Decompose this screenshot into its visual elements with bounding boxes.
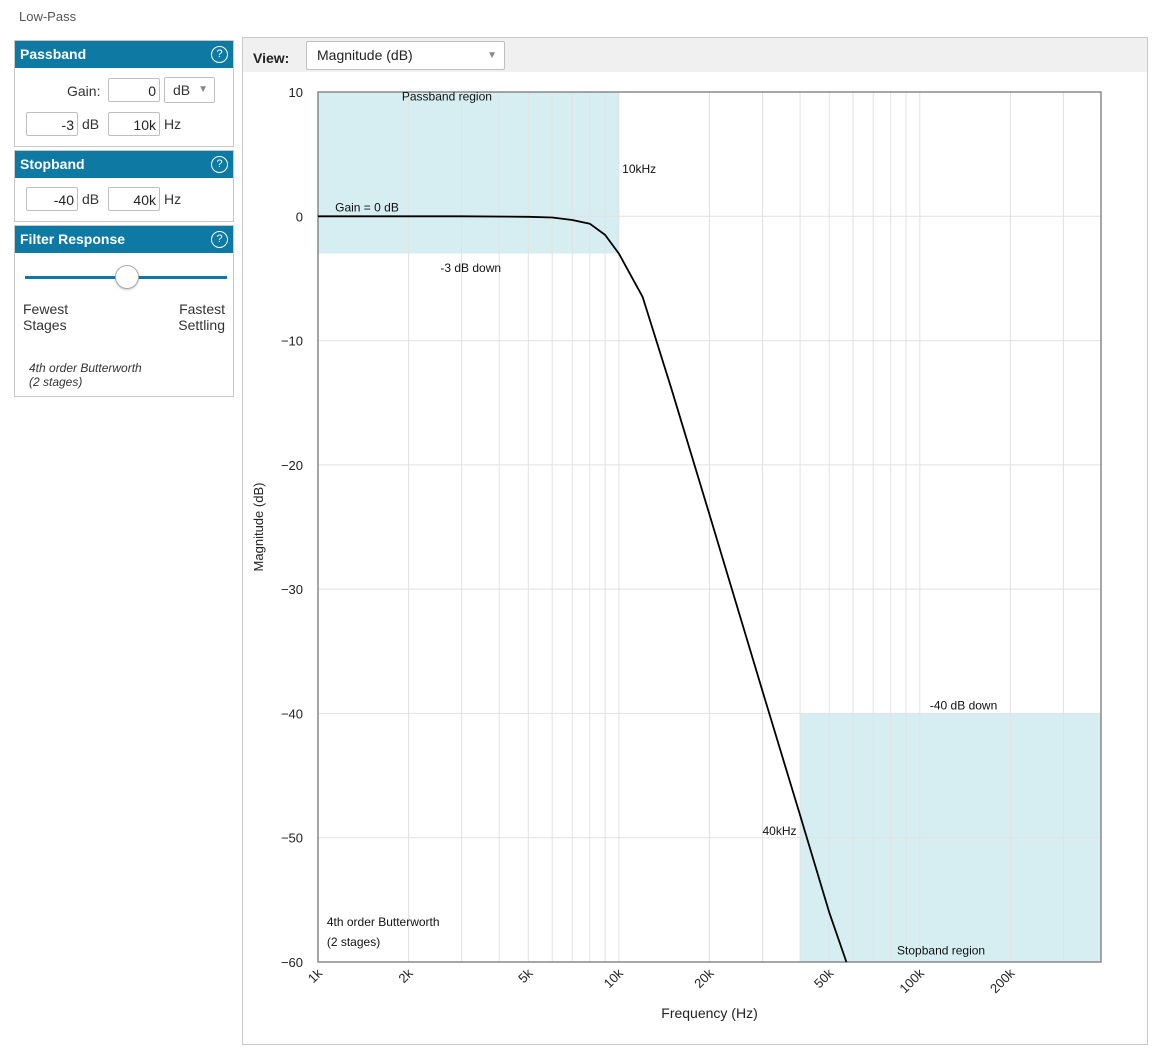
filter-order-text: 4th order Butterworth: [29, 361, 142, 375]
fastest-settling-label: Fastest Settling: [178, 301, 225, 333]
chevron-down-icon: ▼: [198, 84, 208, 95]
chart-annotation: -3 dB down: [440, 261, 501, 275]
y-tick-label: −50: [281, 831, 303, 846]
x-tick-label: 100k: [896, 965, 927, 996]
y-axis-label: Magnitude (dB): [251, 483, 266, 572]
chart-annotation: (2 stages): [327, 935, 380, 949]
filter-response-slider-handle[interactable]: [115, 265, 139, 289]
passband-title: Passband: [20, 46, 87, 62]
passband-header: Passband ?: [15, 41, 233, 68]
chart-annotation: 40kHz: [762, 824, 796, 838]
filter-stages-text: (2 stages): [29, 375, 83, 389]
stopband-title: Stopband: [20, 156, 85, 172]
chart-annotation: Gain = 0 dB: [335, 200, 399, 214]
gain-input[interactable]: 0: [108, 78, 160, 102]
stopband-attenuation-input[interactable]: -40: [26, 187, 78, 211]
y-tick-label: −10: [281, 334, 303, 349]
chart-annotation: Passband region: [402, 90, 492, 104]
stopband-help-icon[interactable]: ?: [211, 156, 228, 173]
view-select[interactable]: Magnitude (dB) ▼: [306, 41, 505, 70]
magnitude-curve: [318, 215, 848, 963]
y-tick-label: 0: [296, 209, 303, 224]
view-label: View:: [253, 50, 290, 66]
filter-order-note: 4th order Butterworth (2 stages): [29, 361, 142, 389]
gain-unit-select[interactable]: dB ▼: [164, 77, 215, 103]
chart-annotation: 4th order Butterworth: [327, 915, 440, 929]
y-tick-label: −30: [281, 582, 303, 597]
filter-response-panel: Filter Response ? Fewest Stages Fastest …: [14, 225, 234, 397]
stopband-panel: Stopband ? -40 dB 40k Hz: [14, 150, 234, 222]
gain-label: Gain:: [67, 83, 101, 99]
fewest-label: Fewest: [23, 301, 69, 317]
gain-unit-value: dB: [173, 82, 191, 98]
x-tick-label: 50k: [811, 965, 837, 991]
x-tick-label: 200k: [987, 965, 1018, 996]
view-toolbar: View: Magnitude (dB) ▼: [243, 38, 1147, 72]
stopband-header: Stopband ?: [15, 151, 233, 178]
y-tick-label: 10: [289, 85, 303, 100]
plot-frame: [317, 91, 1102, 963]
stages-label: Stages: [23, 317, 67, 333]
y-tick-label: −40: [281, 706, 303, 721]
x-tick-label: 2k: [395, 965, 416, 986]
x-tick-label: 5k: [515, 965, 536, 986]
page-title: Low-Pass: [19, 9, 77, 24]
stopband-frequency-input[interactable]: 40k: [108, 187, 160, 211]
chart-panel: View: Magnitude (dB) ▼ 10 0 −10 −20 −30 −40 −5…: [242, 37, 1148, 1045]
chart-annotation: Stopband region: [897, 944, 985, 958]
x-tick-label: 10k: [601, 965, 627, 991]
y-tick-label: −60: [281, 955, 303, 970]
stopband-frequency-unit: Hz: [164, 191, 182, 207]
passband-attenuation-unit: dB: [82, 116, 100, 132]
passband-region: [318, 92, 619, 254]
x-tick-label: 1k: [305, 965, 326, 986]
x-axis-label: Frequency (Hz): [661, 1005, 757, 1021]
passband-frequency-unit: Hz: [164, 116, 182, 132]
fastest-label: Fastest: [179, 301, 225, 317]
passband-panel: Passband ? Gain: 0 dB ▼ -3 dB 10k Hz: [14, 40, 234, 147]
stopband-attenuation-unit: dB: [82, 191, 100, 207]
chart-annotation: 10kHz: [622, 162, 656, 176]
filter-response-help-icon[interactable]: ?: [211, 231, 228, 248]
view-select-value: Magnitude (dB): [317, 47, 413, 63]
chart-annotation: -40 dB down: [930, 699, 997, 713]
filter-response-header: Filter Response ?: [15, 226, 233, 253]
passband-attenuation-input[interactable]: -3: [26, 112, 78, 136]
passband-help-icon[interactable]: ?: [211, 46, 228, 63]
settling-label: Settling: [178, 317, 225, 333]
y-tick-label: −20: [281, 458, 303, 473]
filter-response-title: Filter Response: [20, 231, 126, 247]
passband-frequency-input[interactable]: 10k: [108, 112, 160, 136]
x-tick-label: 20k: [691, 965, 717, 991]
fewest-stages-label: Fewest Stages: [23, 301, 68, 333]
chevron-down-icon: ▼: [487, 50, 497, 61]
